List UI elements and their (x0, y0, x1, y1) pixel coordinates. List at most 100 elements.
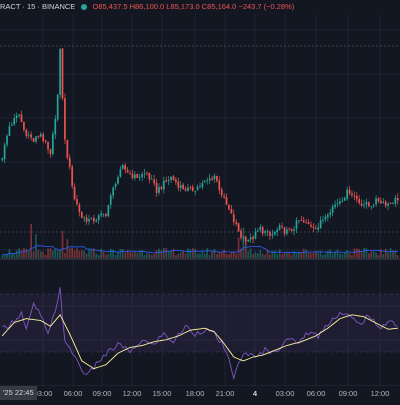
volume-bar (283, 252, 286, 258)
volume-bar (331, 253, 334, 258)
candle (83, 215, 86, 223)
candle (310, 221, 312, 229)
volume-bar (56, 250, 59, 258)
volume-bar (266, 249, 269, 258)
volume-bar (39, 251, 42, 258)
candle (175, 177, 177, 185)
candle (276, 227, 279, 237)
candle (365, 198, 368, 209)
volume-bar (109, 248, 112, 258)
time-label-0600: 06:00 (63, 389, 83, 398)
candle (138, 173, 141, 181)
volume-bar (312, 253, 315, 258)
candle (346, 186, 348, 201)
volume-bar (47, 248, 49, 258)
time-label-day-4: 4 (252, 389, 258, 398)
candle (382, 198, 385, 204)
volume-bar (155, 250, 158, 258)
volume-bar (49, 248, 52, 258)
candle (160, 185, 163, 191)
candle (170, 176, 172, 184)
candle (109, 193, 112, 209)
candle (360, 199, 363, 207)
volume-bar (261, 253, 264, 258)
volume-moving-average-line (2, 245, 398, 256)
candle (363, 199, 365, 209)
volume-bar (78, 250, 81, 258)
candle (71, 164, 74, 189)
candle (56, 93, 59, 122)
volume-bar (172, 248, 175, 258)
candle (295, 217, 298, 234)
time-label-1500: 15:00 (152, 389, 172, 398)
candle (3, 142, 6, 164)
candle (261, 225, 264, 236)
time-axis[interactable]: 03:00 06:00 09:00 12:00 15:00 18:00 21:0… (0, 386, 400, 400)
time-label-1200: 12:00 (122, 389, 142, 398)
candle (353, 191, 356, 201)
volume-bar (228, 254, 230, 258)
candle (187, 183, 189, 192)
candle (237, 222, 240, 232)
candle (293, 226, 295, 236)
candle (179, 180, 182, 192)
candle (312, 223, 315, 233)
candle (358, 195, 361, 205)
volume-bar (235, 253, 238, 258)
volume-bar (232, 251, 235, 258)
volume-bar (242, 227, 245, 258)
candle (208, 174, 211, 185)
volume-bar (143, 255, 146, 258)
volume-bar (97, 254, 100, 258)
symbol-title[interactable]: RACT · 15 · BINANCE (0, 2, 76, 11)
volume-bar (319, 250, 322, 258)
candle (213, 173, 216, 183)
time-label-0900: 09:00 (92, 389, 112, 398)
volume-bar (290, 254, 293, 258)
candle (348, 185, 351, 196)
symbol-legend[interactable]: RACT · 15 · BINANCE O85,437.5 H86,100.0 … (0, 0, 294, 14)
candle (235, 219, 238, 227)
candle (49, 148, 52, 158)
candle (100, 210, 102, 218)
candle (119, 166, 122, 178)
volume-bar (27, 251, 30, 258)
volume-bar (129, 252, 131, 258)
candle (203, 179, 206, 183)
candle (146, 171, 148, 176)
time-label-0300-day4: 03:00 (275, 389, 295, 398)
candle (223, 193, 225, 199)
candle (30, 131, 32, 141)
volume-bar (73, 250, 76, 258)
volume-bar (138, 250, 141, 258)
candle (155, 178, 158, 198)
candle (95, 218, 98, 223)
candle (375, 194, 377, 207)
volume-bar (281, 254, 283, 258)
candle (85, 214, 88, 225)
volume-bar (66, 239, 69, 258)
volume-bar (165, 248, 168, 258)
candle (300, 215, 303, 222)
volume-bar (384, 248, 387, 258)
candle (54, 115, 57, 139)
candle (370, 206, 373, 210)
volume-bar (76, 248, 78, 258)
volume-bar (240, 248, 242, 258)
volume-bar (336, 249, 339, 258)
candle (1, 157, 4, 162)
candle (11, 121, 13, 127)
volume-bar (134, 251, 136, 258)
volume-bar (310, 253, 312, 258)
candle (15, 112, 18, 123)
candle (201, 180, 204, 190)
candle (218, 176, 221, 195)
volume-bar (220, 251, 223, 258)
candle (326, 212, 329, 222)
volume-bar (121, 249, 124, 258)
volume-bar (124, 252, 127, 258)
candle (153, 174, 156, 187)
ohlc-values: O85,437.5 H86,100.0 L85,173.0 C85,164.0 … (92, 2, 295, 11)
